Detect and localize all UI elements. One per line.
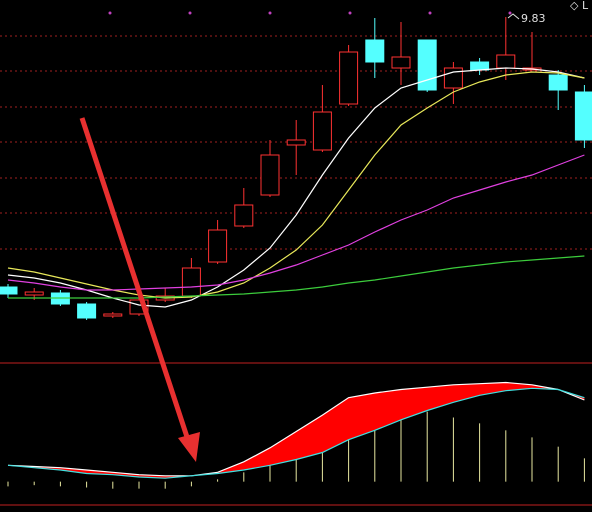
plot <box>0 17 592 489</box>
line <box>8 255 585 299</box>
max-pointer <box>507 13 520 20</box>
line <box>7 71 585 299</box>
candle-body <box>496 54 516 69</box>
arrow <box>79 117 200 462</box>
top-dots <box>108 11 512 15</box>
line <box>7 381 585 477</box>
corner-label: ◇ L <box>570 0 589 12</box>
line <box>7 387 585 479</box>
candle-body <box>312 111 332 151</box>
candle-body <box>286 139 306 146</box>
candle-body <box>208 229 228 263</box>
candle-body <box>548 74 568 91</box>
candle-body <box>0 286 18 295</box>
candle-body <box>234 204 254 227</box>
line <box>7 67 585 308</box>
line <box>7 154 585 291</box>
candle-body <box>181 267 201 297</box>
candle-body <box>391 56 411 69</box>
candle-body <box>470 61 490 71</box>
max-label: 9.83 <box>521 12 546 25</box>
candle-body <box>77 303 97 319</box>
candle-body <box>24 291 44 296</box>
candle-body <box>260 154 280 196</box>
candle-body <box>417 39 437 91</box>
candle-body <box>574 91 592 141</box>
candle-body <box>365 39 385 63</box>
candle-body <box>103 313 123 317</box>
candle-body <box>339 51 359 105</box>
